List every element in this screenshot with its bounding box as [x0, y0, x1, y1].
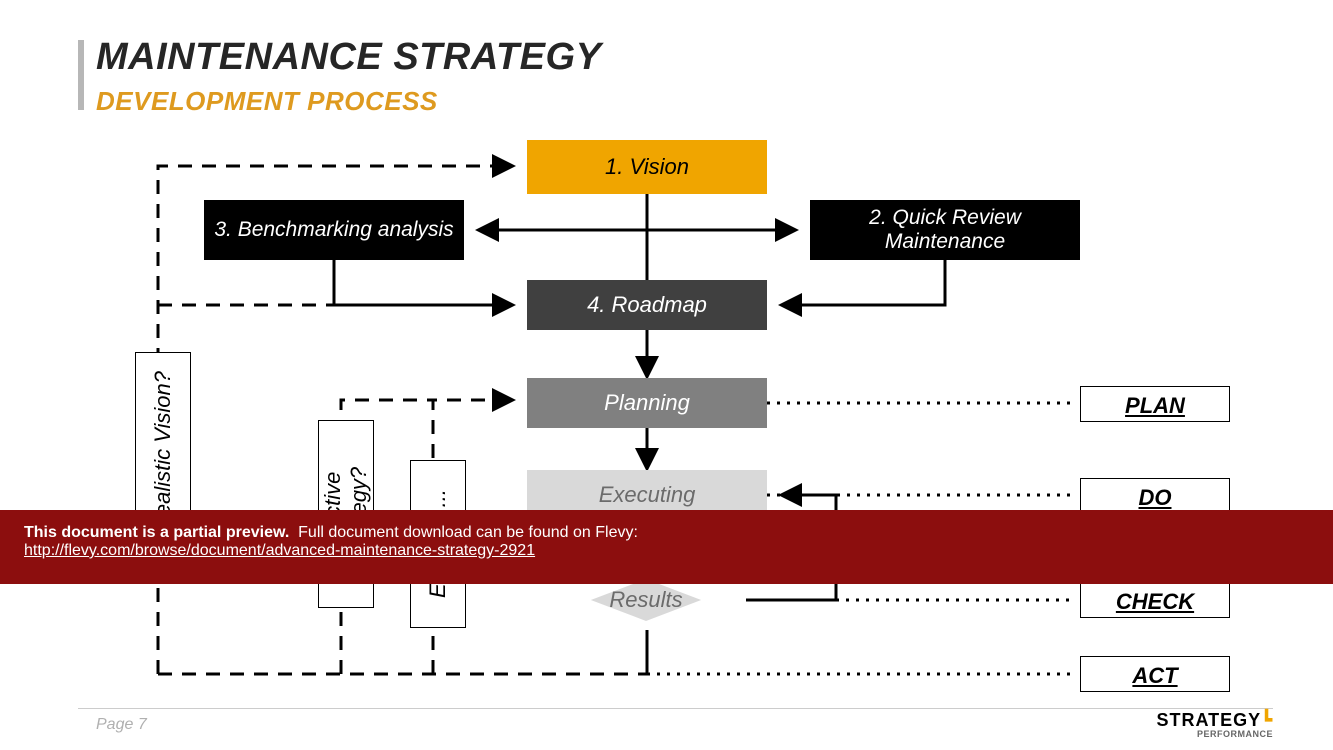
logo-main: STRATEGY: [1156, 710, 1261, 730]
banner-text: Full document download can be found on F…: [298, 524, 638, 541]
node-vision: 1. Vision: [527, 140, 767, 194]
title-accent-bar: [78, 40, 84, 110]
slide-subtitle: DEVELOPMENT PROCESS: [96, 86, 438, 117]
node-quick: 2. Quick Review Maintenance: [810, 200, 1080, 260]
logo-sub: PERFORMANCE: [1156, 729, 1273, 739]
node-roadmap: 4. Roadmap: [527, 280, 767, 330]
slide-title: MAINTENANCE STRATEGY: [96, 36, 601, 79]
page-number: Page 7: [96, 716, 147, 734]
logo-accent-icon: ┗: [1261, 710, 1273, 730]
preview-banner: This document is a partial preview. Full…: [0, 510, 1333, 584]
brand-logo: STRATEGY┗ PERFORMANCE: [1156, 710, 1273, 739]
footer-divider: [78, 708, 1273, 709]
node-planning: Planning: [527, 378, 767, 428]
node-label: Results: [609, 587, 682, 613]
pdca-check: CHECK: [1080, 582, 1230, 618]
banner-bold: This document is a partial preview.: [24, 524, 289, 541]
node-bench: 3. Benchmarking analysis: [204, 200, 464, 260]
pdca-do: DO: [1080, 478, 1230, 514]
banner-link[interactable]: http://flevy.com/browse/document/advance…: [24, 542, 535, 559]
pdca-act: ACT: [1080, 656, 1230, 692]
pdca-plan: PLAN: [1080, 386, 1230, 422]
